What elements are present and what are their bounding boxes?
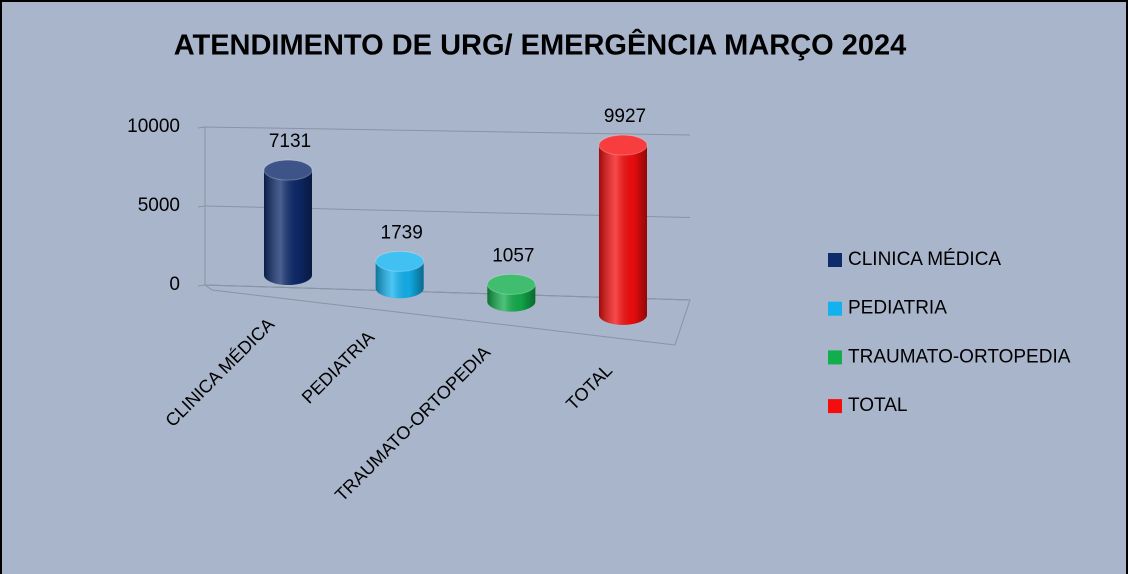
value-label: 9927 [604,106,646,127]
legend-label: TOTAL [848,395,907,416]
value-label: 1057 [492,245,534,266]
legend-label: PEDIATRIA [848,298,947,319]
bar-top-shine [599,135,647,156]
legend-swatch [828,301,842,316]
bar-top [375,250,425,272]
chart-title: ATENDIMENTO DE URG/ EMERGÊNCIA MARÇO 202… [174,28,907,62]
value-label: 7131 [269,131,311,152]
bar-top-shine [264,160,312,181]
bar-top-shine [487,274,536,295]
bar-top [263,159,313,181]
value-label: 1739 [381,222,423,243]
bar-top-shine [375,251,424,272]
y-tick-label: 0 [169,274,180,295]
legend-label: CLINICA MÉDICA [848,249,1001,270]
y-tick-label: 5000 [138,195,180,216]
bar-top [598,134,648,156]
legend-swatch [828,399,842,414]
tick-mark [197,126,206,129]
y-tick-label: 10000 [127,116,180,137]
grid-line [204,126,691,136]
legend-swatch [828,253,842,267]
legend-label: TRAUMATO-ORTOPEDIA [848,346,1071,367]
bar-top [486,273,536,295]
bar-shade [264,170,312,285]
legend-swatch [828,350,842,365]
bar-shade [599,145,647,325]
tick-mark [197,205,206,208]
tick-mark [197,284,206,287]
bar-shade [375,261,424,299]
